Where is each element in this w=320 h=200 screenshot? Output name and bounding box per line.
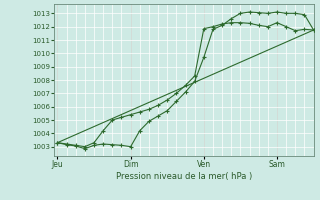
X-axis label: Pression niveau de la mer( hPa ): Pression niveau de la mer( hPa ) [116,172,252,181]
